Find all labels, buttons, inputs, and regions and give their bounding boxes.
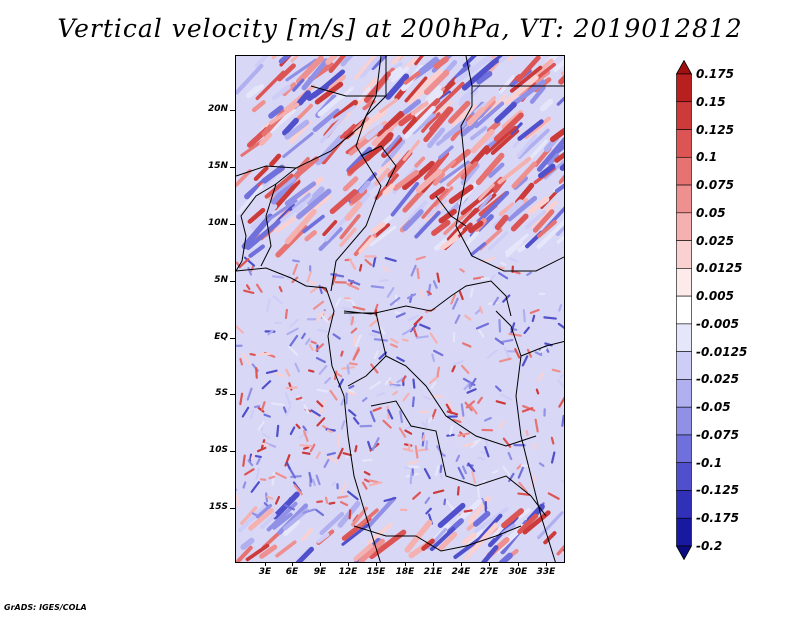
credit-text: GrADS: IGES/COLA bbox=[4, 603, 87, 612]
colorbar-segment bbox=[676, 462, 692, 491]
colorbar-bottom-arrow bbox=[675, 545, 693, 561]
lon-label: 30E bbox=[508, 567, 528, 577]
colorbar-top-arrow bbox=[675, 59, 693, 75]
colorbar-label: -0.075 bbox=[696, 427, 739, 442]
colorbar-segment bbox=[676, 101, 692, 130]
colorbar-segment bbox=[676, 490, 692, 519]
lon-tick bbox=[489, 562, 490, 566]
colorbar-segment bbox=[676, 73, 692, 103]
colorbar-label: 0.15 bbox=[696, 94, 726, 109]
colorbar-segment bbox=[676, 295, 692, 325]
lon-tick bbox=[405, 562, 406, 566]
colorbar bbox=[675, 59, 693, 561]
colorbar-label: -0.0125 bbox=[696, 344, 748, 359]
colorbar-segment bbox=[676, 351, 692, 380]
colorbar-label: 0.175 bbox=[696, 67, 734, 81]
lat-label: 10S bbox=[208, 445, 228, 455]
lon-label: 6E bbox=[285, 567, 299, 577]
colorbar-label: 0.05 bbox=[696, 205, 726, 220]
lon-label: 3E bbox=[258, 567, 272, 577]
lon-tick bbox=[376, 562, 377, 566]
lon-label: 18E bbox=[395, 567, 415, 577]
colorbar-segment bbox=[676, 379, 692, 408]
colorbar-segment bbox=[676, 240, 692, 269]
colorbar-segment bbox=[676, 268, 692, 297]
colorbar-segment bbox=[676, 129, 692, 158]
colorbar-segment bbox=[676, 184, 692, 214]
lat-tick bbox=[230, 394, 235, 395]
lon-label: 15E bbox=[366, 567, 386, 577]
lat-tick bbox=[230, 110, 235, 111]
lat-tick bbox=[230, 451, 235, 452]
lat-label: 5S bbox=[215, 388, 228, 398]
vertical-velocity-field bbox=[236, 56, 564, 562]
lat-label: 5N bbox=[214, 275, 228, 285]
lat-label: 15N bbox=[207, 161, 228, 171]
colorbar-label: -0.005 bbox=[696, 316, 739, 331]
colorbar-label: 0.125 bbox=[696, 122, 734, 137]
country-borders bbox=[236, 56, 564, 562]
lat-label: EQ bbox=[214, 332, 228, 342]
lat-tick bbox=[230, 224, 235, 225]
lon-label: 21E bbox=[423, 567, 443, 577]
lon-label: 24E bbox=[451, 567, 471, 577]
lon-tick bbox=[546, 562, 547, 566]
colorbar-label: -0.175 bbox=[696, 511, 739, 526]
lon-label: 27E bbox=[479, 567, 499, 577]
lon-label: 12E bbox=[338, 567, 358, 577]
colorbar-segment bbox=[676, 323, 692, 352]
colorbar-label: -0.025 bbox=[696, 372, 739, 387]
colorbar-segment bbox=[676, 406, 692, 436]
chart-title: Vertical velocity [m/s] at 200hPa, VT: 2… bbox=[57, 14, 743, 43]
lat-label: 15S bbox=[208, 502, 228, 512]
colorbar-label: 0.1 bbox=[696, 150, 718, 165]
lon-tick bbox=[433, 562, 434, 566]
lat-tick bbox=[230, 167, 235, 168]
lon-label: 33E bbox=[536, 567, 556, 577]
lon-tick bbox=[265, 562, 266, 566]
lon-label: 9E bbox=[313, 567, 327, 577]
colorbar-label: 0.0125 bbox=[696, 261, 743, 276]
lat-tick bbox=[230, 338, 235, 339]
colorbar-label: 0.005 bbox=[696, 289, 734, 304]
map-panel bbox=[235, 55, 565, 563]
lon-tick bbox=[320, 562, 321, 566]
lat-tick bbox=[230, 508, 235, 509]
colorbar-segment bbox=[676, 156, 692, 186]
lon-tick bbox=[292, 562, 293, 566]
colorbar-segment bbox=[676, 212, 692, 241]
colorbar-label: -0.1 bbox=[696, 455, 723, 470]
lat-tick bbox=[230, 281, 235, 282]
lon-tick bbox=[348, 562, 349, 566]
lon-tick bbox=[461, 562, 462, 566]
lon-tick bbox=[518, 562, 519, 566]
colorbar-segment bbox=[676, 517, 692, 547]
colorbar-label: -0.05 bbox=[696, 400, 731, 415]
colorbar-label: -0.125 bbox=[696, 483, 739, 498]
colorbar-segment bbox=[676, 434, 692, 464]
colorbar-label: 0.025 bbox=[696, 233, 734, 248]
lat-label: 20N bbox=[207, 104, 228, 114]
colorbar-label: 0.075 bbox=[696, 178, 734, 193]
lat-label: 10N bbox=[207, 218, 228, 228]
colorbar-label: -0.2 bbox=[696, 539, 723, 553]
